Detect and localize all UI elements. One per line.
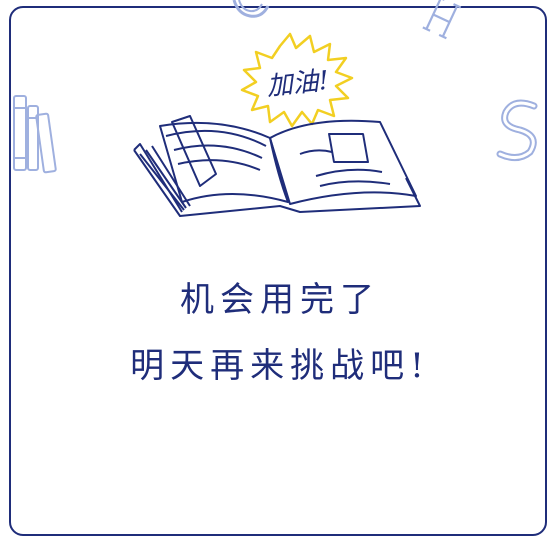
open-book-icon: 加油! [133,32,421,217]
book-stack-icon [13,95,57,174]
message-line-2: 明天再来挑战吧! [130,346,430,386]
starburst-badge-icon [240,32,354,128]
letter-c-icon [232,0,270,18]
letter-h-icon [422,0,462,40]
letter-s-icon [496,99,538,161]
message-line-1: 机会用完了 [180,280,380,320]
badge-text: 加油! [265,66,330,102]
